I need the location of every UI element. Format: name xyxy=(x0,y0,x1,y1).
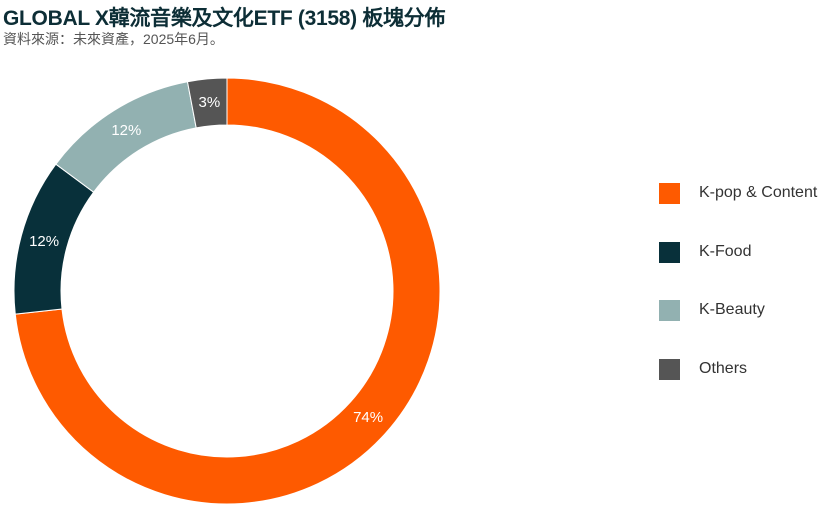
legend-label: K-Food xyxy=(699,242,752,260)
chart-title: GLOBAL X韓流音樂及文化ETF (3158) 板塊分佈 xyxy=(3,7,446,30)
legend-item-k-food: K-Food xyxy=(659,241,829,264)
legend-swatch xyxy=(659,300,680,321)
data-label-k-beauty: 12% xyxy=(111,122,141,139)
donut-data-labels: 74% 12% 12% 3% xyxy=(29,94,383,426)
legend-item-k-beauty: K-Beauty xyxy=(659,300,829,322)
legend-label: Others xyxy=(699,359,748,377)
legend-label: K-Beauty xyxy=(699,301,765,318)
data-label-others: 3% xyxy=(198,94,220,111)
chart-subtitle: 資料來源：未來資產，2025年6月。 xyxy=(3,31,224,47)
legend-swatch xyxy=(659,241,680,263)
data-label-k-pop-content: 74% xyxy=(353,409,383,426)
slice-others xyxy=(186,77,228,129)
slice-k-pop-content xyxy=(14,77,441,505)
legend-label: K-pop & Content xyxy=(699,184,818,201)
legend-item-others: Others xyxy=(659,358,829,381)
donut-slices xyxy=(13,77,441,505)
legend-item-k-pop-content: K-pop & Content xyxy=(659,183,829,205)
legend-swatch xyxy=(659,183,680,204)
data-label-k-food: 12% xyxy=(29,233,59,250)
legend-swatch xyxy=(659,358,680,380)
